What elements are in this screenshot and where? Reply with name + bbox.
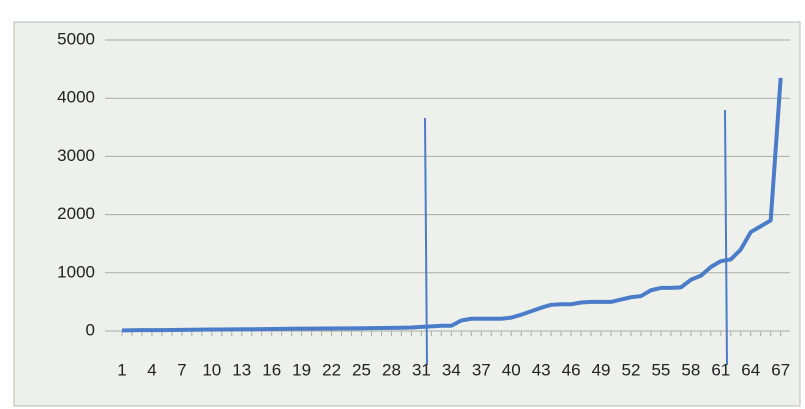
y-tick-label: 1000 [57, 262, 95, 281]
x-tick-label: 22 [322, 360, 341, 379]
chart-background [13, 21, 801, 407]
x-tick-label: 7 [177, 360, 186, 379]
x-tick-label: 31 [412, 360, 431, 379]
x-tick-label: 61 [711, 360, 730, 379]
x-tick-label: 25 [352, 360, 371, 379]
y-tick-label: 5000 [57, 29, 95, 48]
x-tick-label: 13 [232, 360, 251, 379]
x-tick-label: 40 [502, 360, 521, 379]
x-tick-label: 55 [651, 360, 670, 379]
x-tick-label: 28 [382, 360, 401, 379]
data-line [121, 77, 783, 333]
vertical-marker [724, 109, 728, 366]
y-tick-label: 4000 [57, 88, 95, 107]
x-tick-label: 43 [532, 360, 551, 379]
y-tick-label: 3000 [57, 146, 95, 165]
x-tick-label: 37 [472, 360, 491, 379]
x-tick-label: 34 [442, 360, 461, 379]
x-tick-label: 49 [592, 360, 611, 379]
x-tick-label: 67 [771, 360, 790, 379]
x-tick-label: 46 [562, 360, 581, 379]
x-tick-label: 58 [681, 360, 700, 379]
x-tick-label: 19 [292, 360, 311, 379]
y-tick-label: 2000 [57, 204, 95, 223]
x-tick-label: 64 [741, 360, 760, 379]
x-tick-label: 16 [262, 360, 281, 379]
x-tick-label: 10 [202, 360, 221, 379]
x-tick-label: 4 [147, 360, 156, 379]
y-tick-label: 0 [86, 320, 95, 339]
vertical-marker [424, 117, 428, 366]
x-tick-label: 52 [622, 360, 641, 379]
x-tick-label: 1 [117, 360, 126, 379]
